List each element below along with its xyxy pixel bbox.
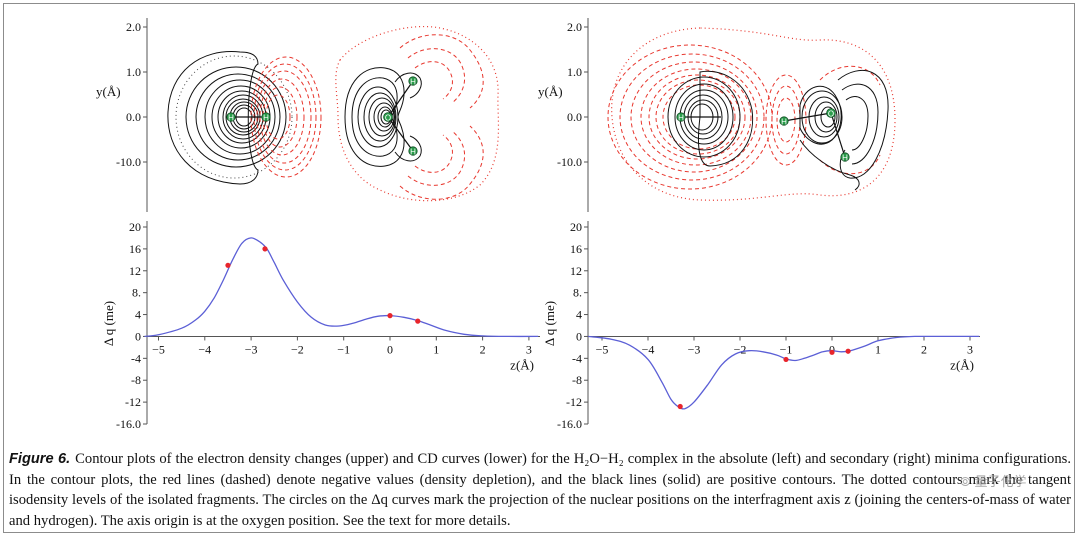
y-tick-label: 0: [576, 329, 582, 343]
figure-caption: Figure 6. Contour plots of the electron d…: [9, 449, 1071, 531]
atom-h: [408, 146, 418, 157]
y-tick-label: 8.: [573, 286, 582, 300]
y-tick-label: -4: [572, 351, 582, 365]
x-tick-label: 1: [433, 342, 439, 356]
y-tick-label: 20: [570, 220, 582, 234]
x-tick-label: −2: [291, 342, 304, 356]
left-contour-tick-label: -10.0: [116, 155, 141, 169]
x-tick-label: −1: [780, 342, 793, 356]
atom-o: [383, 112, 393, 123]
left-contour-plot: 2.0 1.0 0.0 -10.0 y(Å): [96, 18, 500, 212]
x-tick-label: −4: [642, 342, 655, 356]
nuclear-position-marker: [829, 349, 835, 355]
right-contour-ylabel: y(Å): [538, 84, 563, 99]
y-tick-label: 0: [135, 329, 141, 343]
x-tick-label: −5: [596, 342, 609, 356]
x-tick-label: −3: [688, 342, 701, 356]
series-line: [144, 237, 539, 338]
left-molecule: [226, 76, 418, 157]
figure-label: Figure 6.: [9, 451, 71, 467]
x-axis-label: z(Å): [510, 357, 534, 372]
nuclear-position-marker: [677, 403, 683, 410]
right-molecule: [676, 108, 850, 163]
right-dotted-contours: [611, 27, 896, 201]
nuclear-position-marker: [387, 313, 393, 319]
y-tick-label: 4: [135, 308, 141, 322]
y-tick-label: -16.0: [557, 417, 582, 431]
atom-h: [779, 116, 789, 127]
y-tick-label: -4: [131, 351, 141, 365]
y-tick-label: -8: [131, 373, 141, 387]
nuclear-position-marker: [225, 262, 231, 268]
left-contour-tick-label: 0.0: [126, 110, 141, 124]
x-tick-label: −5: [152, 342, 165, 356]
x-tick-label: 0: [829, 342, 835, 356]
x-tick-label: 2: [921, 342, 927, 356]
right-contour-tick-label: 1.0: [567, 65, 582, 79]
x-axis-label: z(Å): [950, 357, 974, 372]
y-tick-label: 12: [570, 264, 582, 278]
watermark: ⦾ 量子化学: [960, 475, 1027, 490]
y-tick-label: 16: [129, 242, 141, 256]
x-tick-label: −1: [337, 342, 350, 356]
atom-h: [408, 76, 418, 87]
y-axis-label: Δ q (me): [542, 301, 557, 346]
y-axis-label: Δ q (me): [101, 301, 116, 346]
y-tick-label: -8: [572, 373, 582, 387]
y-tick-label: 16: [570, 242, 582, 256]
figure-plots: H O 2.0 1.0 0.0 -10.0 y(Å): [96, 18, 980, 431]
y-tick-label: -12: [125, 395, 141, 409]
atom-o: [826, 108, 836, 119]
atom-h: [840, 152, 850, 163]
left-dotted-contours: [335, 25, 500, 202]
x-tick-label: 0: [387, 342, 393, 356]
right-contour-tick-label: -10.0: [557, 155, 582, 169]
series-line: [588, 335, 980, 410]
right-water-contours: [799, 69, 889, 191]
nuclear-position-marker: [262, 246, 268, 252]
y-tick-label: 12: [129, 264, 141, 278]
y-tick-label: 8.: [132, 286, 141, 300]
right-contour-tick-label: 2.0: [567, 20, 582, 34]
nuclear-position-marker: [415, 318, 421, 324]
x-tick-label: 3: [967, 342, 973, 356]
left-contour-tick-label: 2.0: [126, 20, 141, 34]
figure-caption-text: Contour plots of the electron density ch…: [9, 451, 1071, 529]
x-tick-label: −4: [198, 342, 211, 356]
left-contour-ylabel: y(Å): [96, 84, 121, 99]
nuclear-position-marker: [783, 356, 789, 363]
y-tick-label: -12: [566, 395, 582, 409]
y-tick-label: -16.0: [116, 417, 141, 431]
right-positive-contours: [667, 70, 754, 167]
x-tick-label: 1: [875, 342, 881, 356]
atom-h: [261, 112, 271, 123]
right-contour-plot: 2.0 1.0 0.0 -10.0 y(Å): [538, 18, 896, 212]
right-contour-tick-label: 0.0: [567, 110, 582, 124]
x-tick-label: 2: [480, 342, 486, 356]
x-tick-label: −3: [245, 342, 258, 356]
y-tick-label: 20: [129, 220, 141, 234]
nuclear-position-marker: [845, 348, 851, 354]
y-tick-label: 4: [576, 308, 582, 322]
figure-frame: [3, 3, 1075, 533]
left-contour-tick-label: 1.0: [126, 65, 141, 79]
x-tick-label: 3: [526, 342, 532, 356]
